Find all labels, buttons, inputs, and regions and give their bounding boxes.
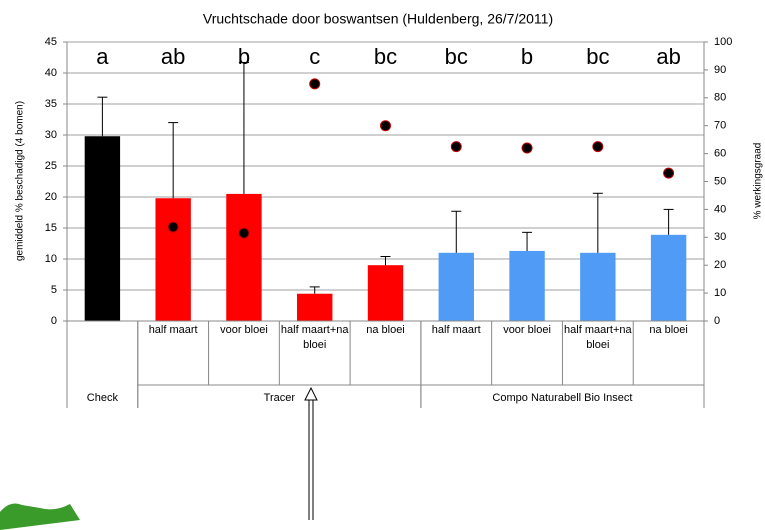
y-tick-label: 40 — [45, 67, 57, 79]
bar — [155, 198, 191, 321]
category-cell: half maart+na bloei — [280, 324, 349, 351]
y2-tick-label: 90 — [714, 64, 726, 76]
significance-label: a — [96, 44, 109, 69]
y-tick-label: 10 — [45, 253, 57, 265]
y2-tick-label: 0 — [714, 315, 720, 327]
point — [167, 221, 179, 233]
significance-label: b — [521, 44, 533, 69]
y2-tick-label: 70 — [714, 120, 726, 132]
significance-label: bc — [586, 44, 609, 69]
significance-label: bc — [374, 44, 397, 69]
significance-label: bc — [445, 44, 468, 69]
y2-tick-label: 40 — [714, 203, 726, 215]
bar — [367, 265, 404, 321]
bar — [84, 136, 121, 321]
y2-tick-label: 80 — [714, 92, 726, 104]
y-tick-label: 0 — [51, 315, 57, 327]
bar — [650, 234, 687, 321]
point — [309, 78, 321, 90]
y-axis-title: gemiddeld % beschadigd (4 bomen) — [15, 101, 26, 261]
y2-tick-label: 20 — [714, 259, 726, 271]
significance-label: ab — [161, 44, 185, 69]
y2-axis-title: % werkingsgraad — [753, 143, 764, 220]
significance-label: b — [238, 44, 250, 69]
point — [521, 142, 533, 154]
bar — [509, 250, 545, 321]
y-tick-label: 5 — [51, 284, 57, 296]
category-cell: half maart — [148, 324, 198, 336]
x-tick-label: half maart — [431, 324, 481, 336]
category-cell: half maart — [431, 324, 481, 336]
category-cell: na bloei — [366, 324, 405, 336]
point — [592, 141, 604, 153]
category-cell: na bloei — [649, 324, 688, 336]
x-tick-label: na bloei — [649, 324, 688, 336]
y-tick-label: 25 — [45, 160, 57, 172]
bar — [438, 252, 474, 321]
x-tick-label: half maart+na bloei — [564, 324, 632, 351]
category-cell: voor bloei — [503, 324, 551, 336]
arrow — [304, 386, 318, 520]
x-tick-label: half maart+na bloei — [280, 324, 349, 351]
group-label: Compo Naturabell Bio Insect — [492, 392, 632, 404]
x-tick-label: na bloei — [366, 324, 405, 336]
bar — [297, 293, 333, 321]
bar — [226, 193, 262, 321]
y-tick-label: 30 — [45, 129, 57, 141]
category-cell: half maart+na bloei — [564, 324, 632, 351]
y2-tick-label: 10 — [714, 287, 726, 299]
x-tick-label: half maart — [148, 324, 198, 336]
x-tick-label: voor bloei — [220, 324, 268, 336]
point — [380, 120, 391, 132]
y-tick-label: 35 — [45, 98, 57, 110]
y2-tick-label: 50 — [714, 175, 726, 187]
y2-tick-label: 100 — [714, 36, 732, 48]
point — [450, 141, 462, 153]
significance-label: c — [309, 44, 320, 69]
chart-title: Vruchtschade door boswantsen (Huldenberg… — [203, 11, 553, 27]
significance-label: ab — [656, 44, 680, 69]
group-label: Tracer — [264, 392, 296, 404]
x-tick-label: voor bloei — [503, 324, 551, 336]
group-label: Check — [87, 392, 119, 404]
y-tick-label: 15 — [45, 222, 57, 234]
y2-tick-label: 60 — [714, 148, 726, 160]
point — [663, 167, 675, 179]
y2-tick-label: 30 — [714, 231, 726, 243]
y-tick-label: 45 — [45, 36, 57, 48]
logo — [0, 503, 80, 530]
point — [238, 227, 250, 239]
bar — [580, 252, 616, 321]
category-cell: voor bloei — [220, 324, 268, 336]
y-tick-label: 20 — [45, 191, 57, 203]
